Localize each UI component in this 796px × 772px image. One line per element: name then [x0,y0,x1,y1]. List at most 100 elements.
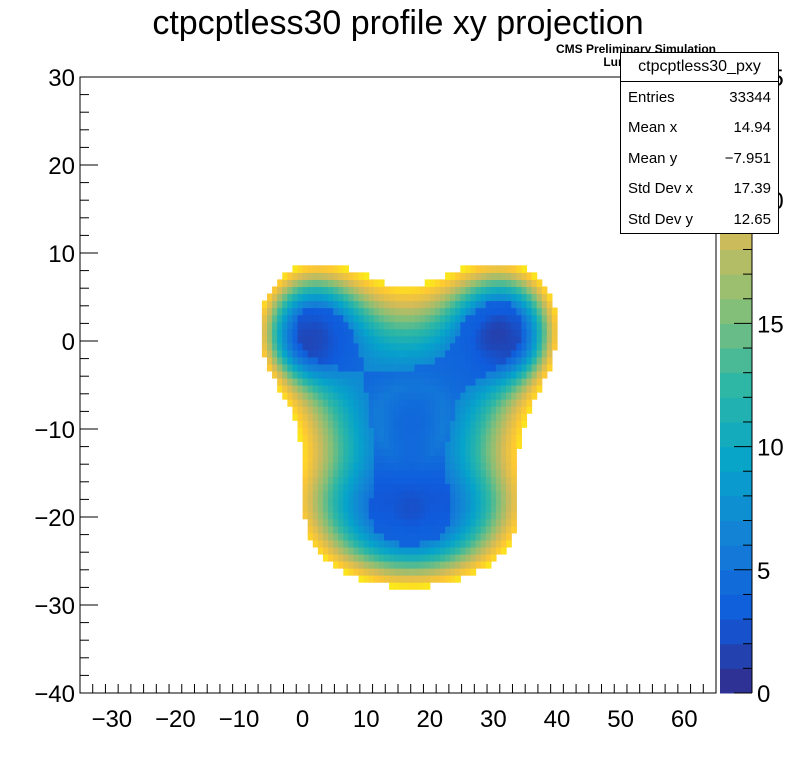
colorbar-segment [720,274,752,300]
heatmap-cell [343,497,349,506]
heatmap-cell [455,413,461,421]
heatmap-cell [419,518,426,527]
heatmap-cell [546,363,553,372]
heatmap-cell [521,363,528,372]
heatmap-cell [516,370,522,379]
heatmap-cell [445,307,451,316]
heatmap-cell [338,525,344,534]
heatmap-cell [465,342,472,351]
heatmap-cell [409,582,416,590]
heatmap-cell [307,490,314,499]
heatmap-cell [373,568,380,576]
heatmap-cell [328,385,334,393]
heatmap-cell [282,335,288,344]
heatmap-cell [465,385,472,393]
heatmap-cell [450,314,456,323]
heatmap-cell [424,539,431,548]
z-tick-label: 10 [757,435,784,462]
heatmap-cell [414,469,421,478]
heatmap-cell [368,427,375,435]
heatmap-cell [409,462,416,471]
heatmap-cell [495,434,502,442]
heatmap-cell [394,392,400,400]
heatmap-cell [460,342,467,351]
heatmap-cell [348,427,355,435]
heatmap-cell [404,328,411,337]
heatmap-cell [297,265,304,273]
heatmap-cell [439,511,446,520]
heatmap-cell [419,392,426,400]
heatmap-cell [414,518,421,527]
stats-value: 12.65 [733,210,771,228]
heatmap-cell [455,335,461,344]
heatmap-cell [439,448,446,456]
colorbar-segment [720,323,752,349]
heatmap-cell [551,342,558,351]
heatmap-cell [450,525,456,534]
heatmap-cell [419,532,426,541]
heatmap-cell [434,300,441,309]
heatmap-cell [409,328,416,337]
heatmap-cell [460,532,467,541]
heatmap-cell [521,370,528,379]
heatmap-cell [348,420,355,428]
heatmap-cell [419,490,426,499]
heatmap-cell [429,377,436,386]
heatmap-cell [511,490,517,499]
heatmap-cell [455,525,461,534]
heatmap-cell [343,286,349,295]
heatmap-cell [368,434,375,442]
heatmap-cell [384,392,390,400]
heatmap-cell [445,511,451,520]
heatmap-cell [363,532,370,541]
heatmap-cell [358,568,365,576]
heatmap-cell [307,300,314,309]
heatmap-cell [501,448,507,456]
heatmap-cell [404,370,411,379]
heatmap-cell [292,363,299,372]
heatmap-cell [424,469,431,478]
heatmap-cell [384,420,390,428]
heatmap-cell [282,328,288,337]
heatmap-cell [480,293,487,302]
heatmap-cell [419,321,426,330]
heatmap-cell [526,385,533,393]
heatmap-cell [322,321,329,330]
heatmap-cell [307,272,314,280]
heatmap-cell [419,504,426,513]
heatmap-cell [434,363,441,372]
heatmap-cell [506,448,512,456]
heatmap-cell [506,497,512,506]
heatmap-cell [511,385,517,393]
heatmap-cell [424,314,431,323]
heatmap-cell [495,490,502,499]
x-tick-label: 20 [416,706,443,733]
heatmap-cell [394,356,400,365]
heatmap-cell [312,385,319,393]
heatmap-cell [368,441,375,449]
heatmap-cell [450,518,456,527]
heatmap-cell [470,561,477,569]
heatmap-cell [424,525,431,534]
colorbar-segment [720,668,752,694]
heatmap-cell [343,413,349,421]
heatmap-cell [307,265,314,273]
heatmap-cell [312,293,319,302]
heatmap-cell [399,582,405,590]
heatmap-cell [470,568,477,576]
heatmap-cell [475,370,482,379]
heatmap-cell [485,476,492,485]
heatmap-cell [384,328,390,337]
heatmap-cell [470,377,477,386]
heatmap-cell [490,363,497,372]
heatmap-cell [312,286,319,295]
heatmap-cell [445,575,451,583]
heatmap-cell [495,462,502,471]
heatmap-cell [414,300,421,309]
heatmap-cell [368,349,375,358]
heatmap-cells [261,265,558,590]
heatmap-cell [531,363,538,372]
heatmap-cell [394,434,400,442]
heatmap-cell [333,342,339,351]
stats-box-title: ctpcptless30_pxy [621,53,778,82]
